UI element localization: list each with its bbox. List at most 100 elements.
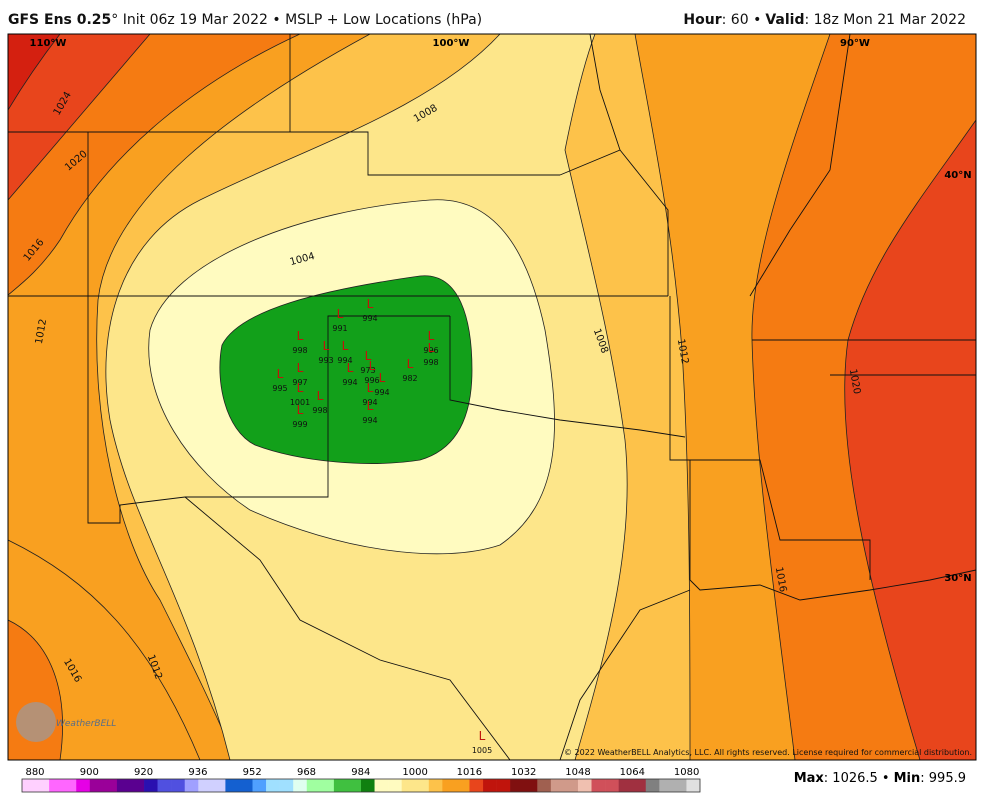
low-value: 995 bbox=[272, 384, 287, 393]
low-symbol: L bbox=[479, 729, 486, 743]
hour-label: Hour bbox=[683, 12, 722, 28]
colorbar-tick: 1064 bbox=[620, 767, 645, 778]
min-label: Min bbox=[893, 771, 921, 786]
colorbar-cell bbox=[89, 779, 104, 792]
low-symbol: L bbox=[297, 403, 304, 417]
colorbar-tick: 1048 bbox=[565, 767, 590, 778]
low-value: 993 bbox=[318, 356, 333, 365]
hour-value: : 60 • bbox=[721, 12, 762, 28]
colorbar-cell bbox=[225, 779, 240, 792]
borders bbox=[8, 33, 977, 761]
colorbar-cell bbox=[361, 779, 375, 792]
colorbar-cell bbox=[686, 779, 701, 792]
title: GFS Ens 0.25° Init 06z 19 Mar 2022 • MSL… bbox=[8, 12, 482, 28]
colorbar-cell bbox=[130, 779, 145, 792]
lon-label: 110°W bbox=[30, 38, 67, 49]
valid-label: Valid bbox=[765, 12, 805, 28]
colorbar-cell bbox=[442, 779, 457, 792]
colorbar-cell bbox=[76, 779, 91, 792]
colorbar-cell bbox=[496, 779, 511, 792]
colorbar-cell bbox=[238, 779, 253, 792]
lon-label: 90°W bbox=[840, 38, 870, 49]
low-value: 994 bbox=[362, 416, 377, 425]
contour-label: 1012 bbox=[675, 338, 690, 365]
header: GFS Ens 0.25° Init 06z 19 Mar 2022 • MSL… bbox=[0, 0, 984, 34]
colorbar-frame bbox=[21, 778, 701, 793]
colorbar-tick: 880 bbox=[25, 767, 44, 778]
colorbar-cell bbox=[510, 779, 525, 792]
max-label: Max bbox=[793, 771, 824, 786]
low-value: 994 bbox=[374, 388, 389, 397]
low-symbol: L bbox=[428, 329, 435, 343]
logo: WeatherBELL bbox=[56, 719, 116, 729]
copyright: © 2022 WeatherBELL Analytics, LLC. All r… bbox=[564, 748, 972, 757]
colorbar-cell bbox=[523, 779, 538, 792]
colorbar-tick: 952 bbox=[243, 767, 262, 778]
colorbar-cell bbox=[22, 779, 36, 792]
low-symbol: L bbox=[367, 297, 374, 311]
colorbar-cell bbox=[103, 779, 118, 792]
colorbar-cell bbox=[333, 779, 348, 792]
contour-label: 1020 bbox=[847, 368, 862, 395]
colorbar-cell bbox=[347, 779, 362, 792]
low-value: 999 bbox=[292, 420, 307, 429]
colorbar-tick: 936 bbox=[188, 767, 207, 778]
colorbar-cell bbox=[632, 779, 647, 792]
colorbar-cell bbox=[388, 779, 402, 792]
colorbar-cell bbox=[62, 779, 77, 792]
low-value: 994 bbox=[362, 398, 377, 407]
low-symbol: L bbox=[369, 359, 376, 373]
colorbar-cell bbox=[374, 779, 389, 792]
colorbar-tick: 968 bbox=[297, 767, 316, 778]
colorbar-cell bbox=[157, 779, 172, 792]
colorbar-cell bbox=[144, 779, 158, 792]
colorbar-tick: 1080 bbox=[674, 767, 699, 778]
model: GFS Ens 0.25 bbox=[8, 12, 112, 28]
colorbar-cell bbox=[252, 779, 267, 792]
low-symbol: L bbox=[297, 361, 304, 375]
lat-label: 30°N bbox=[944, 573, 971, 584]
valid-value: : 18z Mon 21 Mar 2022 bbox=[804, 12, 966, 28]
map-frame bbox=[7, 33, 977, 761]
colorbar-cell bbox=[49, 779, 63, 792]
colorbar-cell bbox=[605, 779, 619, 792]
lat-label: 40°N bbox=[944, 170, 971, 181]
colorbar-cell bbox=[401, 779, 416, 792]
valid-info: Hour: 60 • Valid: 18z Mon 21 Mar 2022 bbox=[683, 12, 966, 28]
max-value: : 1026.5 • bbox=[823, 771, 890, 786]
low-symbol: L bbox=[297, 329, 304, 343]
colorbar-cell bbox=[672, 779, 687, 792]
low-symbol: L bbox=[347, 361, 354, 375]
colorbar-tick: 1000 bbox=[402, 767, 427, 778]
colorbar-tick: 1032 bbox=[511, 767, 536, 778]
low-value: 991 bbox=[332, 324, 347, 333]
colorbar-cell bbox=[537, 779, 552, 792]
colorbar-cell bbox=[35, 779, 50, 792]
low-value: 998 bbox=[312, 406, 327, 415]
title-text: ° Init 06z 19 Mar 2022 • MSLP + Low Loca… bbox=[111, 12, 483, 28]
pressure-fill bbox=[8, 34, 976, 760]
contour-label: 1012 bbox=[34, 318, 49, 345]
low-value: 996 bbox=[423, 346, 438, 355]
low-symbol: L bbox=[365, 349, 372, 363]
low-value: 996 bbox=[364, 376, 379, 385]
colorbar-cell bbox=[618, 779, 633, 792]
colorbar-cell bbox=[428, 779, 443, 792]
colorbar-cell bbox=[116, 779, 131, 792]
low-symbol: L bbox=[337, 307, 344, 321]
low-value: 973 bbox=[360, 366, 375, 375]
low-symbol: L bbox=[323, 339, 330, 353]
low-value: 997 bbox=[292, 378, 307, 387]
low-value: 982 bbox=[402, 374, 417, 383]
low-symbol: L bbox=[367, 399, 374, 413]
low-value: 1001 bbox=[290, 398, 310, 407]
contour-label: 1016 bbox=[773, 566, 788, 593]
low-symbol: L bbox=[407, 357, 414, 371]
low-symbol: L bbox=[342, 339, 349, 353]
colorbar-cell bbox=[591, 779, 606, 792]
low-value: 994 bbox=[342, 378, 357, 387]
colorbar-tick: 984 bbox=[351, 767, 370, 778]
colorbar-cell bbox=[415, 779, 430, 792]
